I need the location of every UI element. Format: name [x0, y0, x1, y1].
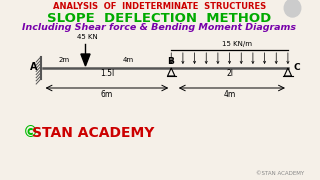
Text: STAN ACADEMY: STAN ACADEMY — [33, 126, 155, 140]
Text: 4m: 4m — [223, 90, 236, 99]
Text: 6m: 6m — [101, 90, 113, 99]
Circle shape — [284, 0, 301, 17]
Text: ©: © — [22, 125, 38, 140]
Text: 1.5I: 1.5I — [100, 69, 114, 78]
Text: 4m: 4m — [123, 57, 134, 63]
Text: A: A — [30, 62, 37, 72]
Text: ANALYSIS  OF  INDETERMINATE  STRUCTURES: ANALYSIS OF INDETERMINATE STRUCTURES — [53, 2, 266, 11]
Text: 2I: 2I — [226, 69, 233, 78]
Text: B: B — [167, 57, 174, 66]
Text: 2m: 2m — [59, 57, 69, 63]
Text: ©STAN ACADEMY: ©STAN ACADEMY — [256, 171, 304, 176]
Text: C: C — [293, 62, 300, 71]
Text: SLOPE  DEFLECTION  METHOD: SLOPE DEFLECTION METHOD — [47, 12, 271, 25]
Text: 45 KN: 45 KN — [77, 34, 98, 40]
Text: Including Shear force & Bending Moment Diagrams: Including Shear force & Bending Moment D… — [22, 23, 296, 32]
Polygon shape — [81, 54, 90, 66]
Text: 15 KN/m: 15 KN/m — [222, 41, 252, 47]
